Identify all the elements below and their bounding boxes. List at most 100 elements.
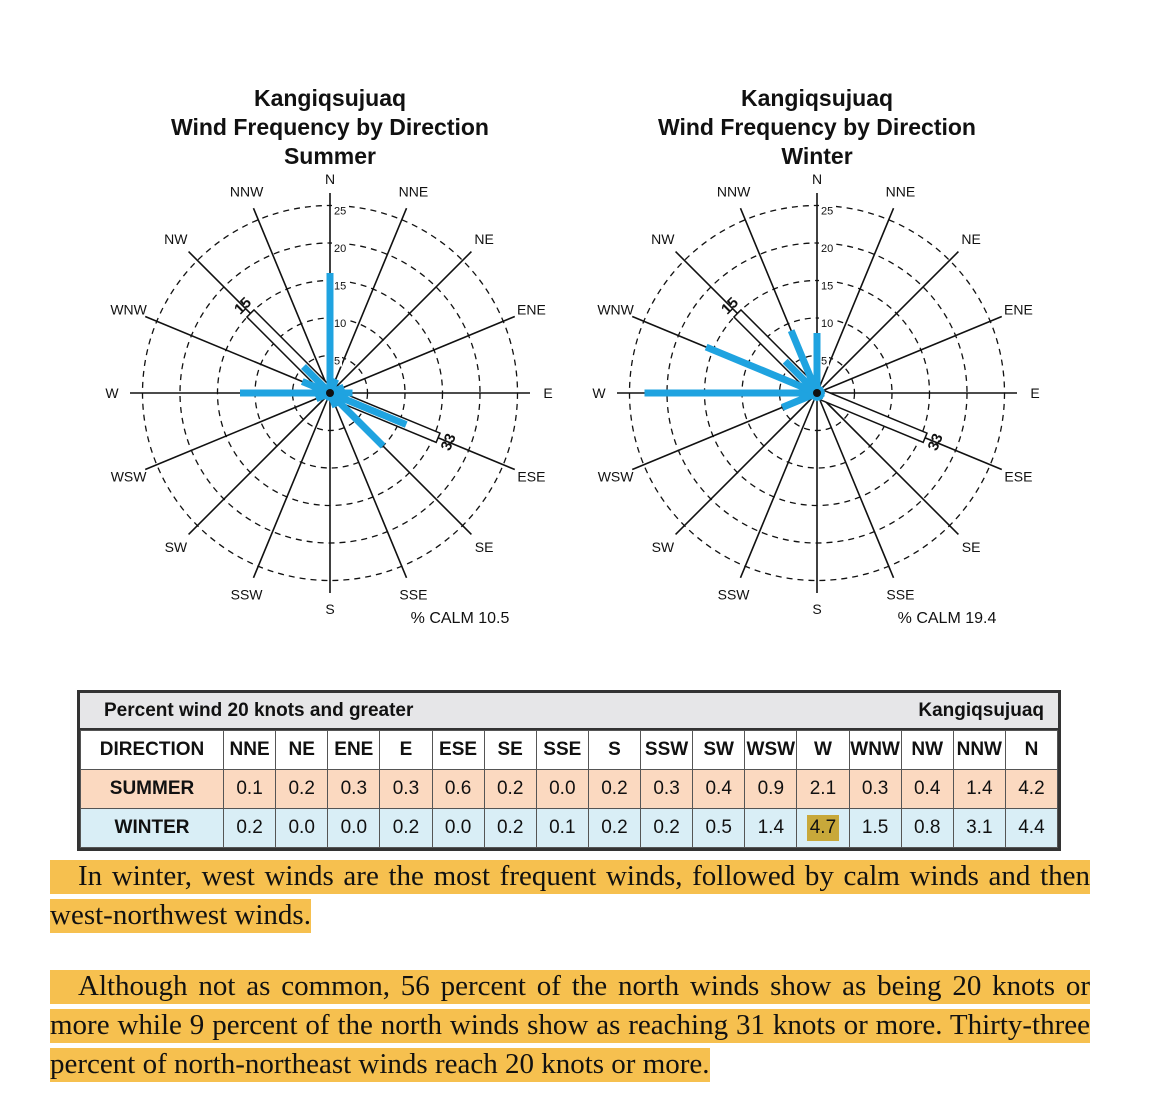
cell-value: 0.3 [861, 778, 889, 799]
summer-wind-rose-svg: Kangiqsujuaq Wind Frequency by Direction S… [105, 85, 552, 627]
direction-label-e: E [543, 385, 552, 401]
ring-label-bg [819, 353, 829, 367]
cell-value: 0.2 [601, 778, 628, 799]
wind-table: Percent wind 20 knots and greater Kangiq… [77, 690, 1061, 851]
cell-winter-e: 0.2 [379, 808, 433, 848]
ring-label-10: 10 [821, 318, 833, 330]
direction-label-nw: NW [651, 231, 675, 247]
outline-bar-rect-ese [814, 387, 928, 444]
ring-label-10: 10 [334, 318, 346, 330]
ring-label-20: 20 [821, 243, 833, 255]
cell-summer-ene: 0.3 [327, 769, 381, 809]
cell-value: 1.4 [757, 817, 785, 838]
cell-value: 0.0 [444, 817, 472, 838]
bar-se [327, 390, 386, 449]
ring-label-bg [819, 316, 836, 329]
cell-summer-ne: 0.2 [275, 769, 329, 809]
direction-label-wnw: WNW [597, 302, 634, 318]
cell-winter-sse: 0.1 [535, 808, 589, 848]
cell-value: 0.3 [392, 778, 420, 799]
outline-bar-label-ese: 33 [438, 431, 460, 453]
table-title: Percent wind 20 knots and greater [104, 699, 414, 721]
direction-label-nw: NW [164, 231, 188, 247]
wind-data-table: DIRECTION NNE NE ENE E ESE SE SSE S SSW SW WSW W WNW N… [80, 730, 1059, 848]
cell-winter-ese: 0.0 [431, 808, 485, 848]
cell-winter-ssw: 0.2 [639, 808, 694, 848]
table-station: Kangiqsujuaq [918, 699, 1044, 721]
column-header-nnw: NNW [952, 730, 1006, 770]
cell-winter-w: 4.7 [796, 808, 850, 848]
rose-center [813, 389, 821, 397]
row-label-winter: WINTER [80, 808, 224, 848]
direction-label-sse: SSE [399, 586, 427, 602]
paragraph-1-text: In winter, west winds are the most frequ… [50, 860, 1090, 933]
ring-label-bg [332, 203, 349, 217]
cell-summer-ssw: 0.3 [639, 769, 694, 809]
cell-summer-sw: 0.4 [692, 769, 746, 809]
ring-label-bg [819, 203, 836, 217]
bar-rect-w [240, 389, 330, 397]
spoke-nne [329, 207, 408, 394]
column-header-w: W [796, 730, 850, 770]
direction-label-sw: SW [652, 539, 675, 555]
winter-wind-rose-svg: Kangiqsujuaq Wind Frequency by Direction W… [592, 85, 1039, 627]
cell-summer-sse: 0.0 [535, 769, 589, 809]
bar-rect-n [813, 333, 821, 393]
direction-row: DIRECTION NNE NE ENE E ESE SE SSE S SSW SW WSW W WNW N… [80, 730, 1059, 770]
rose-title-line-2: Wind Frequency by Direction [171, 114, 489, 140]
cell-value: 0.6 [444, 778, 472, 799]
bar-w [644, 389, 817, 397]
cell-winter-nw: 0.8 [900, 808, 954, 848]
direction-header: DIRECTION [80, 730, 224, 770]
rose-title-line-1: Kangiqsujuaq [254, 85, 406, 111]
spoke-nnw [252, 207, 331, 394]
ring-label-bg [332, 353, 342, 367]
column-header-nne: NNE [222, 730, 277, 770]
direction-label-wnw: WNW [110, 302, 147, 318]
column-header-wnw: WNW [848, 730, 902, 770]
cell-winter-nne: 0.2 [222, 808, 277, 848]
paragraph-2-body: Although not as common, 56 percent of th… [50, 970, 1090, 1080]
cell-value: 0.0 [340, 817, 368, 838]
ring-label-15: 15 [821, 281, 833, 293]
direction-label-s: S [812, 601, 821, 617]
paragraph-2-text: Although not as common, 56 percent of th… [50, 970, 1090, 1082]
outline-bar-ese: 33 [814, 387, 947, 453]
spoke-ene [816, 315, 1003, 394]
direction-label-n: N [812, 171, 822, 187]
cell-value: 0.0 [549, 778, 576, 799]
cell-winter-ne: 0.0 [275, 808, 329, 848]
cell-value: 0.2 [392, 817, 420, 838]
direction-label-se: SE [962, 539, 981, 555]
direction-label-ssw: SSW [718, 586, 751, 602]
spoke-ne [816, 251, 959, 394]
cell-value: 0.2 [236, 817, 263, 838]
winter-wind-rose: Kangiqsujuaq Wind Frequency by Direction W… [487, 0, 1062, 650]
cell-summer-e: 0.3 [379, 769, 433, 809]
cell-value: 0.8 [913, 817, 941, 838]
ring-label-bg [819, 278, 836, 292]
row-label-summer: SUMMER [80, 769, 224, 809]
bar-rect-nw [782, 358, 820, 396]
cell-value: 0.5 [705, 817, 732, 838]
column-header-ene: ENE [327, 730, 381, 770]
cell-value: 3.1 [966, 817, 993, 838]
direction-label-n: N [325, 171, 335, 187]
paragraph-2: Although not as common, 56 percent of th… [50, 967, 1090, 1084]
cell-value: 2.1 [809, 778, 837, 799]
cell-value: 4.4 [1018, 817, 1045, 838]
direction-label-wsw: WSW [598, 468, 635, 484]
bar-wnw [300, 378, 332, 397]
bar-rect-wnw [300, 378, 332, 397]
direction-label-nne: NNE [886, 184, 916, 200]
column-header-ne: NE [275, 730, 329, 770]
table-row-winter: WINTER 0.2 0.0 0.0 0.2 0.0 0.2 0.1 0.2 0.2 0.5 1.4 4… [80, 808, 1059, 848]
paragraph-1: In winter, west winds are the most frequ… [50, 857, 1090, 935]
cell-value: 0.2 [496, 778, 524, 799]
cell-winter-sw: 0.5 [692, 808, 746, 848]
spoke-wsw [144, 392, 331, 471]
cell-value: 0.3 [340, 778, 368, 799]
rose-title-line-2: Wind Frequency by Direction [658, 114, 976, 140]
spoke-wnw [144, 315, 331, 394]
cell-summer-wnw: 0.3 [848, 769, 902, 809]
